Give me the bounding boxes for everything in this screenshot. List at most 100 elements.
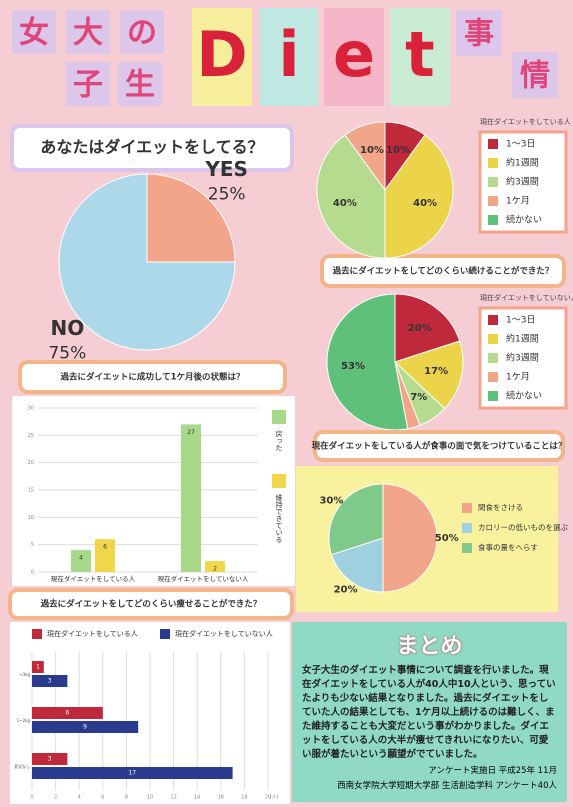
slice-label: 53% bbox=[341, 361, 365, 372]
bar bbox=[181, 424, 201, 572]
x-tick-label: 10 bbox=[147, 795, 153, 801]
slice-label: 17% bbox=[424, 366, 448, 377]
title-letter: 子 bbox=[73, 68, 103, 103]
legend-label: 約1週間 bbox=[506, 333, 539, 345]
legend-label: 食事の量をへらす bbox=[478, 542, 538, 552]
legend-swatch bbox=[488, 315, 498, 325]
slice-category: NO bbox=[50, 316, 84, 340]
pie-slice bbox=[326, 293, 409, 431]
summary-text: 女子大生のダイエット事情について調査を行いました。現在ダイエットをしている人が4… bbox=[302, 665, 556, 760]
legend-swatch bbox=[488, 196, 498, 206]
bar-label: 4 bbox=[79, 555, 83, 562]
title-letter: e bbox=[333, 18, 375, 91]
bar bbox=[32, 661, 44, 673]
title-letter: i bbox=[278, 18, 299, 91]
bar-label: 17 bbox=[128, 770, 136, 777]
pie-slice bbox=[316, 134, 386, 259]
x-tick-label: 16 bbox=[218, 795, 224, 801]
x-tick-label: 18 bbox=[241, 795, 247, 801]
title-tile bbox=[456, 10, 502, 56]
legend-swatch bbox=[488, 215, 498, 225]
slice-label: 40% bbox=[333, 198, 357, 209]
title-tile bbox=[12, 10, 56, 54]
question-text: 過去にダイエットに成功して1ケ月後の状態は？ bbox=[59, 372, 244, 383]
y-tick-label: 15 bbox=[28, 488, 34, 494]
legend-swatch bbox=[462, 503, 472, 513]
legend-swatch bbox=[462, 523, 472, 533]
title-tile bbox=[120, 10, 164, 54]
legend-swatch bbox=[462, 543, 472, 553]
y-tick-label: 30 bbox=[28, 406, 34, 412]
title-letter: 情 bbox=[520, 59, 550, 94]
legend-swatch bbox=[160, 629, 170, 639]
title-tile bbox=[118, 62, 162, 106]
x-tick-label: 12 bbox=[170, 795, 176, 801]
bar bbox=[32, 767, 233, 779]
legend-swatch bbox=[488, 353, 498, 363]
legend-label: 1ケ月 bbox=[506, 372, 530, 383]
bar bbox=[32, 753, 68, 765]
legend-label: 約3週間 bbox=[506, 352, 539, 364]
summary-footer-2: 西南女学院大学短期大学部 生活創造学科 アンケート40人 bbox=[337, 781, 557, 791]
legend-label: カロリーの低いものを選ぶ bbox=[478, 522, 568, 532]
legend-swatch bbox=[272, 410, 286, 424]
question-text: 過去にダイエットをしてどのくらい続けることができた？ bbox=[332, 266, 554, 277]
slice-label: 75% bbox=[48, 344, 86, 364]
bar bbox=[71, 550, 91, 572]
x-axis-label: (人) bbox=[270, 795, 279, 801]
pie-slice bbox=[58, 173, 236, 351]
slice-label: 50% bbox=[435, 533, 459, 544]
bar-label: 3 bbox=[48, 756, 52, 763]
slice-label: 40% bbox=[413, 198, 437, 209]
legend-label: 1ケ月 bbox=[506, 196, 530, 207]
legend-swatch bbox=[488, 158, 498, 168]
bar bbox=[205, 561, 225, 572]
bar-label: 6 bbox=[103, 544, 107, 551]
legend-swatch bbox=[272, 474, 286, 488]
x-tick-label: 8 bbox=[125, 795, 128, 801]
bar bbox=[32, 675, 68, 687]
pie-slice bbox=[394, 293, 461, 363]
title-tile bbox=[512, 52, 558, 98]
legend-label: 約1週間 bbox=[506, 157, 539, 169]
title-letter: D bbox=[196, 18, 247, 91]
title-tile bbox=[192, 8, 252, 106]
pie-slice bbox=[146, 173, 236, 263]
slice-label: 30% bbox=[319, 496, 343, 507]
legend-title: 現在ダイエットをしていない人 bbox=[480, 293, 573, 302]
pie-slice bbox=[328, 483, 384, 556]
summary-title: まとめ bbox=[396, 634, 463, 659]
slice-category: YES bbox=[204, 157, 248, 181]
legend-swatch bbox=[32, 629, 42, 639]
bar-label: 3 bbox=[48, 678, 52, 685]
bar-label: 27 bbox=[187, 429, 195, 436]
legend-title: 現在ダイエットをしている人 bbox=[480, 117, 571, 126]
bar-label: 6 bbox=[65, 710, 69, 717]
legend-label: 維持できている bbox=[275, 493, 283, 543]
x-tick-label: 20 bbox=[265, 795, 271, 801]
title-letter: 事 bbox=[464, 17, 494, 52]
pie-slice bbox=[382, 483, 438, 593]
x-tick-label: 現在ダイエットをしていない人 bbox=[158, 574, 249, 583]
title-letter: の bbox=[127, 16, 157, 51]
title-tile bbox=[390, 8, 450, 106]
x-tick-label: 現在ダイエットをしている人 bbox=[51, 574, 136, 583]
question-text: あなたはダイエットをしてる？ bbox=[40, 138, 263, 157]
bar bbox=[32, 721, 139, 733]
x-tick-label: 2 bbox=[54, 795, 57, 801]
y-tick-label: 10 bbox=[28, 515, 34, 521]
title-tile bbox=[66, 62, 110, 106]
title-tile bbox=[324, 8, 384, 106]
question-box bbox=[320, 254, 566, 288]
legend-label: 続かない bbox=[506, 214, 542, 226]
bar bbox=[95, 539, 115, 572]
y-tick-label: 20 bbox=[28, 460, 34, 466]
y-tick-label: 25 bbox=[28, 433, 34, 439]
y-tick-label: 5 bbox=[31, 542, 34, 548]
title-letter: 女 bbox=[19, 16, 49, 51]
slice-label: 7% bbox=[410, 392, 427, 403]
slice-label: 20% bbox=[408, 323, 432, 334]
title-tile bbox=[260, 8, 318, 106]
x-tick-label: 0 bbox=[30, 795, 33, 801]
